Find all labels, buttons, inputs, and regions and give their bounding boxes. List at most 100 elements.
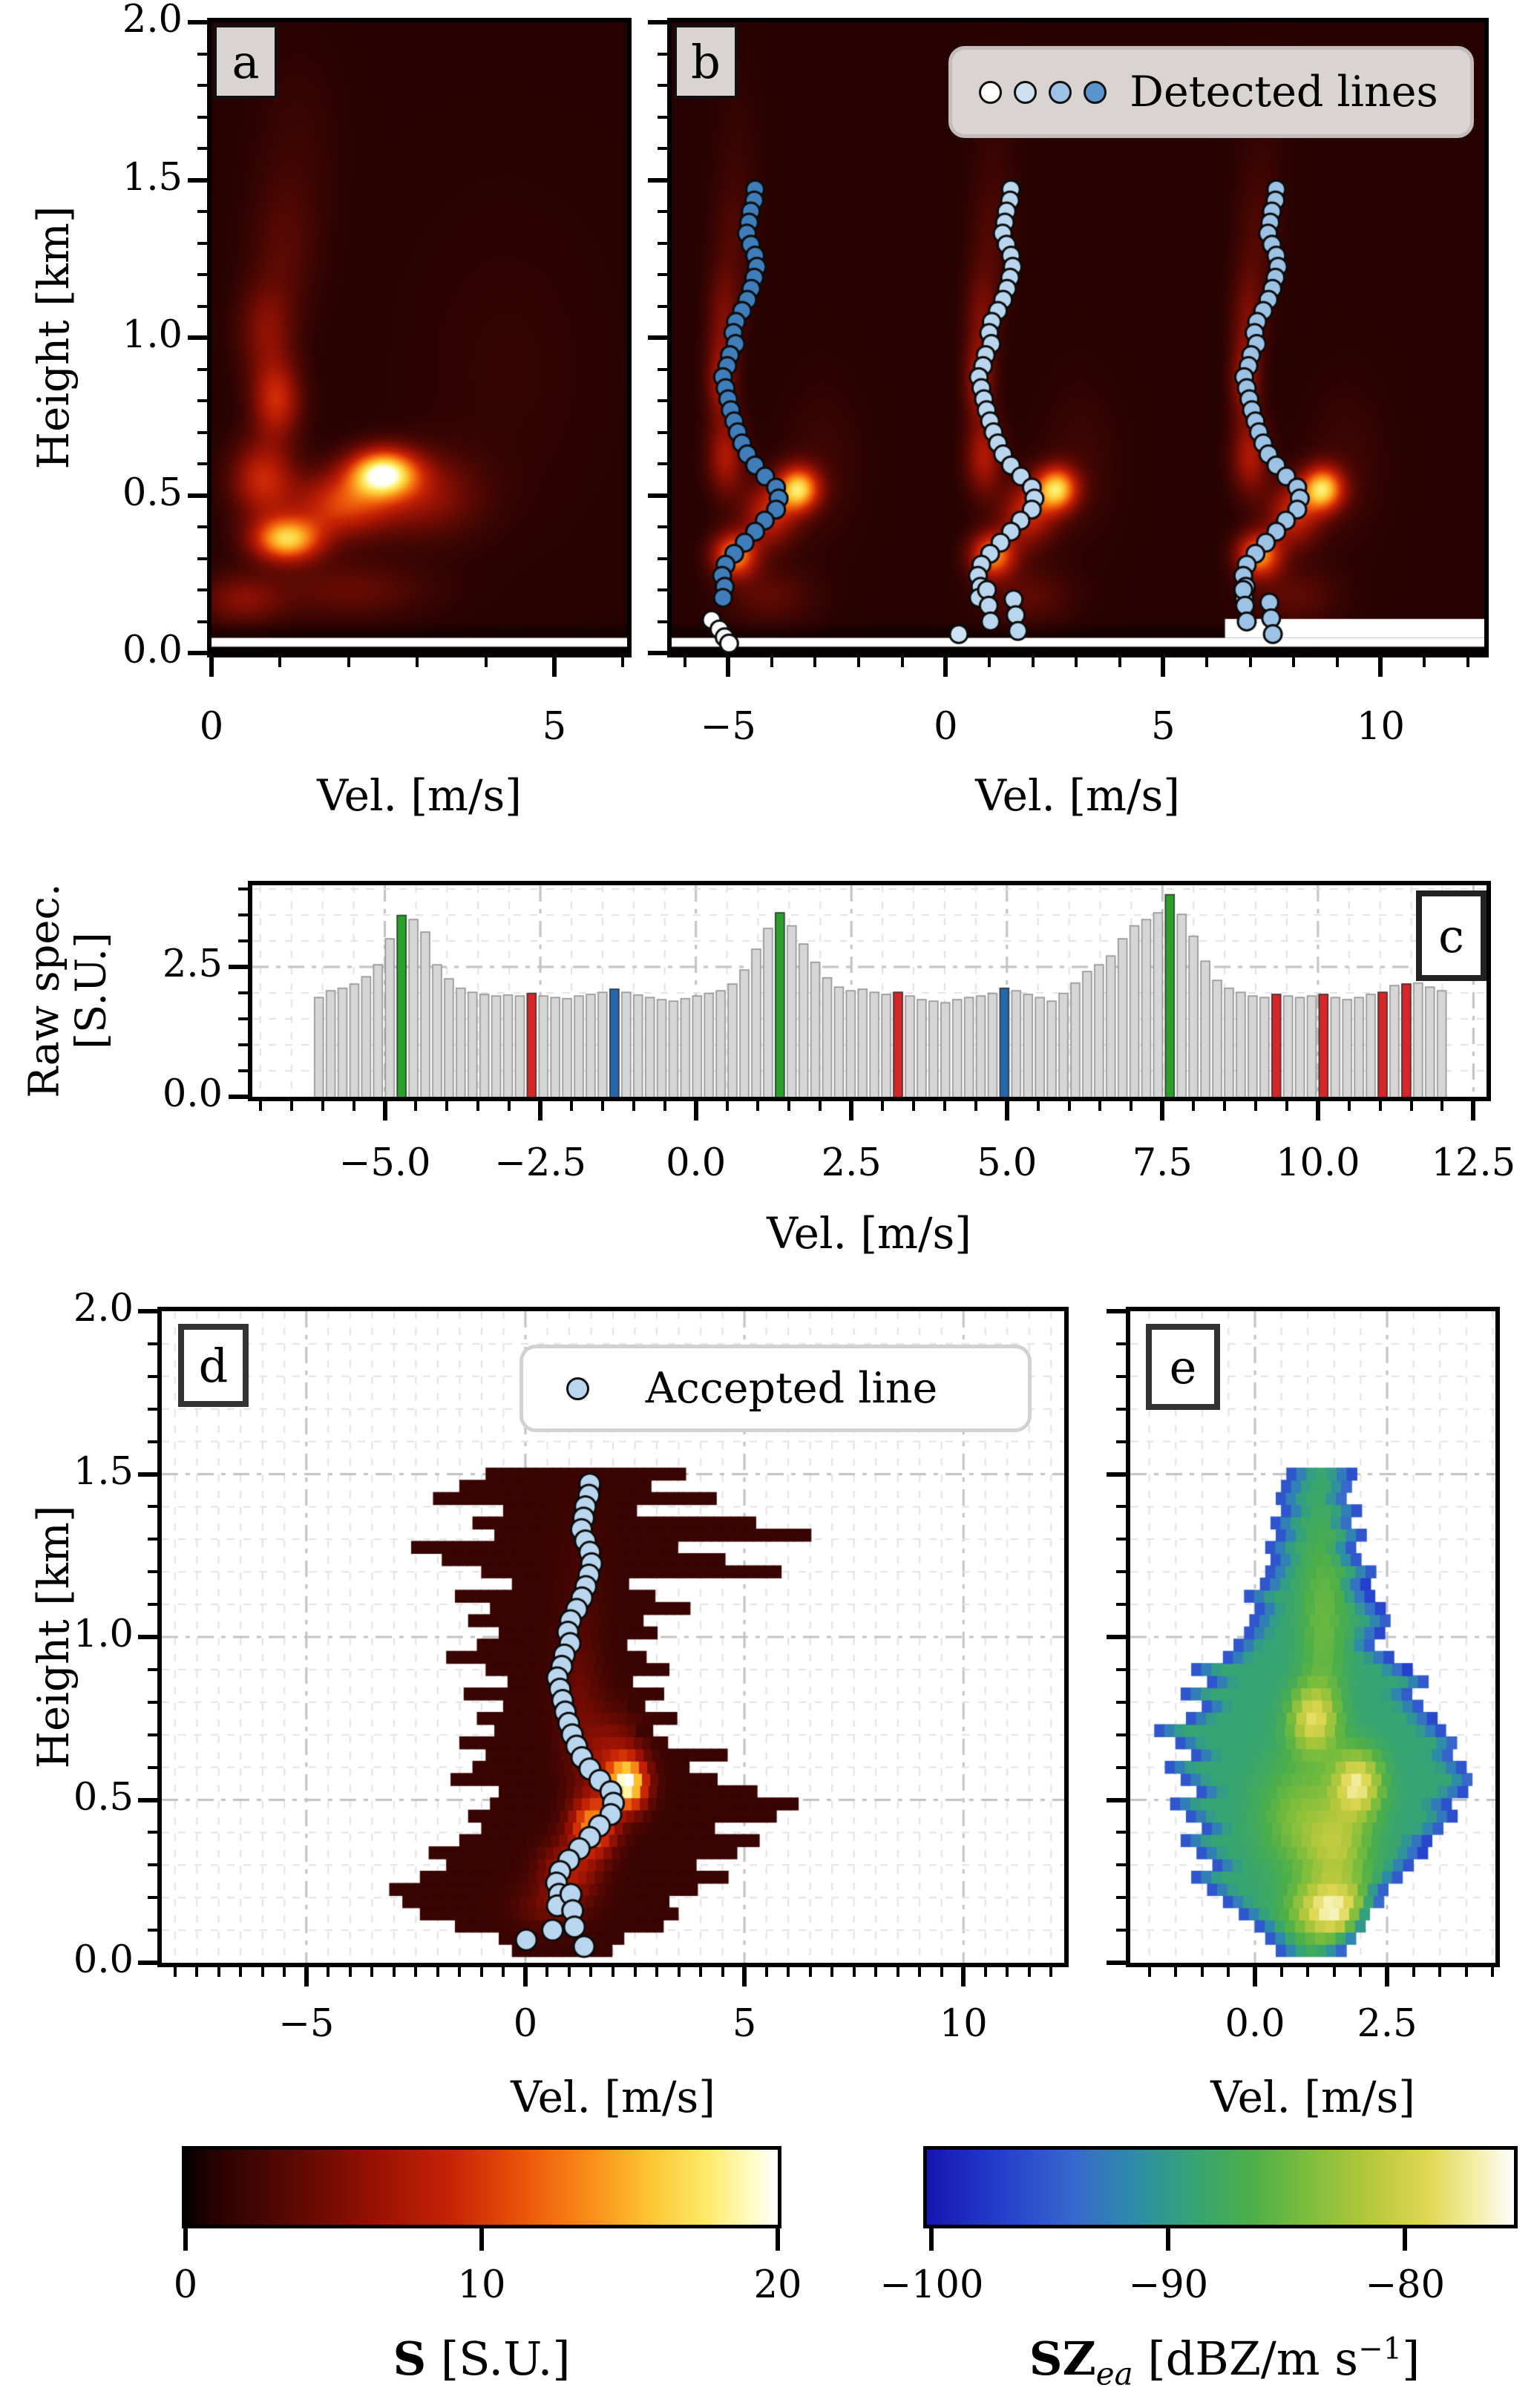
axis-tick xyxy=(138,1309,157,1313)
axis-tick xyxy=(173,1967,177,1977)
panel-letter-d: d xyxy=(178,1324,249,1407)
axis-tick xyxy=(414,1101,418,1111)
axis-tick xyxy=(479,2228,484,2251)
axis-tick xyxy=(138,1797,157,1802)
axis-tick xyxy=(648,20,667,24)
axis-tick xyxy=(304,1967,309,1987)
legend-detected-lines: Detected lines xyxy=(948,46,1474,138)
axis-tick xyxy=(148,1374,157,1378)
axis-tick xyxy=(148,1863,157,1867)
axis-tick xyxy=(658,588,667,591)
axis-tick xyxy=(857,657,861,667)
axis-tick xyxy=(1067,1101,1071,1111)
axis-tick xyxy=(648,177,667,183)
axis-tick xyxy=(940,1967,943,1977)
tick-label: 2.5 xyxy=(821,1141,882,1185)
axis-tick xyxy=(1423,657,1426,667)
axis-tick xyxy=(1409,1101,1413,1111)
axis-tick xyxy=(621,657,625,667)
axis-tick xyxy=(1205,657,1208,667)
axis-tick xyxy=(1412,1967,1415,1977)
axis-tick xyxy=(1075,657,1078,667)
tick-label: 0.0 xyxy=(666,1141,727,1185)
axis-tick xyxy=(1036,1101,1040,1111)
axis-tick xyxy=(632,1101,635,1111)
axis-tick xyxy=(1464,1967,1468,1977)
axis-tick xyxy=(188,177,207,183)
tick-label: 0 xyxy=(934,705,958,749)
tick-label: 0.0 xyxy=(1225,2002,1285,2046)
colorbar-sz-ea-label: SZea [dBZ/m s−1] xyxy=(1029,2332,1420,2392)
axis-tick xyxy=(1116,1342,1126,1345)
legend-detected-lines-label: Detected lines xyxy=(1130,68,1438,117)
axis-tick xyxy=(370,1967,374,1977)
tick-label: 5.0 xyxy=(977,1141,1038,1185)
axis-tick xyxy=(382,1101,387,1121)
axis-tick xyxy=(1098,1101,1102,1111)
axis-tick xyxy=(348,1967,352,1977)
axis-tick xyxy=(188,493,207,498)
axis-tick xyxy=(677,1967,681,1977)
axis-tick xyxy=(545,1967,549,1977)
panel-letter-b: b xyxy=(674,24,738,99)
axis-tick xyxy=(197,367,207,371)
axis-tick xyxy=(874,1967,878,1977)
legend-marker-white-icon xyxy=(979,80,1002,104)
axis-tick xyxy=(239,1967,243,1977)
axis-tick xyxy=(148,1440,157,1443)
axis-tick xyxy=(693,1101,698,1121)
axis-tick xyxy=(352,1101,355,1111)
tick-label: −5.0 xyxy=(338,1141,431,1185)
axis-tick xyxy=(238,1069,248,1072)
axis-tick xyxy=(138,1472,157,1477)
axis-tick xyxy=(508,1101,511,1111)
colorbar-sz-label-end: ] xyxy=(1402,2332,1420,2386)
tick-label: −2.5 xyxy=(494,1141,586,1185)
axis-tick xyxy=(1285,1101,1288,1111)
legend-accepted-line: Accepted line xyxy=(519,1345,1032,1432)
axis-tick xyxy=(197,84,207,87)
axis-tick xyxy=(1192,1101,1196,1111)
axis-tick xyxy=(1335,657,1339,667)
axis-tick xyxy=(726,657,731,677)
axis-tick xyxy=(658,430,667,434)
legend-accepted-line-label: Accepted line xyxy=(645,1364,938,1413)
axis-tick xyxy=(552,657,557,677)
axis-tick xyxy=(699,1967,703,1977)
tick-label: 0 xyxy=(173,2263,198,2307)
axis-tick xyxy=(1161,657,1166,677)
axis-tick xyxy=(569,1101,573,1111)
axis-tick xyxy=(648,651,667,655)
axis-tick xyxy=(502,1967,505,1977)
axis-tick xyxy=(1227,1967,1230,1977)
axis-tick xyxy=(912,1101,915,1111)
axis-tick xyxy=(648,335,667,340)
tick-label: 0.0 xyxy=(122,629,183,672)
panel-c-raw-spectrum xyxy=(248,881,1491,1101)
axis-tick xyxy=(1116,1570,1126,1574)
legend-marker-midblue-icon xyxy=(1049,80,1072,104)
axis-tick xyxy=(238,1017,248,1020)
axis-tick xyxy=(764,1967,768,1977)
axis-tick xyxy=(148,1667,157,1671)
tick-label: 1.5 xyxy=(73,1449,134,1494)
tick-label: 2.5 xyxy=(162,942,223,986)
axis-tick xyxy=(881,1101,885,1111)
tick-label: −5 xyxy=(278,2002,335,2046)
tick-label: 0 xyxy=(513,2002,538,2046)
axis-tick xyxy=(148,1831,157,1834)
axis-tick xyxy=(436,1967,439,1977)
axis-tick xyxy=(900,657,904,667)
tick-label: 20 xyxy=(753,2263,802,2307)
axis-tick xyxy=(1130,1101,1133,1111)
axis-tick xyxy=(197,588,207,591)
axis-tick xyxy=(148,1505,157,1509)
tick-label: 5 xyxy=(542,705,567,749)
axis-tick xyxy=(458,1967,462,1977)
axis-tick xyxy=(658,84,667,87)
axis-tick xyxy=(567,1967,571,1977)
axis-tick xyxy=(188,335,207,340)
axis-tick xyxy=(1359,1967,1363,1977)
tick-label: 5 xyxy=(732,2002,757,2046)
tick-label: 10 xyxy=(939,2002,988,2046)
